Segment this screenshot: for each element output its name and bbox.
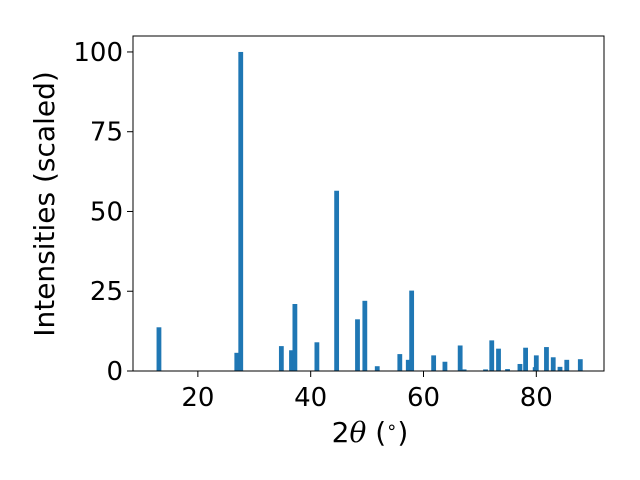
bar xyxy=(544,347,549,371)
bar xyxy=(314,342,320,371)
bar xyxy=(461,369,467,371)
bar xyxy=(505,369,510,371)
bar xyxy=(577,359,583,371)
bar xyxy=(292,304,298,371)
bar xyxy=(489,340,495,371)
bar xyxy=(238,51,244,371)
x-tick-label: 40 xyxy=(294,383,327,413)
y-axis-label: Intensities (scaled) xyxy=(28,71,61,337)
bar xyxy=(278,346,284,371)
bar xyxy=(374,366,380,371)
y-tick-label: 100 xyxy=(73,38,123,68)
bar xyxy=(355,319,360,371)
bar xyxy=(523,347,528,371)
y-tick-label: 75 xyxy=(90,118,123,148)
bar xyxy=(334,190,340,371)
bar xyxy=(289,350,294,371)
x-axis-label-symbol: θ xyxy=(349,416,366,449)
bar xyxy=(483,369,488,371)
x-tick-label: 80 xyxy=(520,383,553,413)
bar xyxy=(442,361,448,371)
y-tick-label: 50 xyxy=(90,197,123,227)
bar xyxy=(156,327,162,371)
x-axis-label: 2θ (∘) xyxy=(332,416,409,449)
bar xyxy=(457,345,463,371)
bar xyxy=(409,290,415,371)
bar xyxy=(496,348,501,371)
bar xyxy=(564,359,570,371)
bar xyxy=(557,366,563,371)
x-axis: 20 40 60 80 xyxy=(181,371,553,413)
x-axis-label-prefix: 2 xyxy=(332,416,350,449)
bar xyxy=(405,359,411,371)
bar xyxy=(517,363,523,371)
plot-frame xyxy=(132,35,605,372)
x-axis-label-open: ( xyxy=(366,416,386,449)
bar xyxy=(362,300,368,371)
y-tick-label: 25 xyxy=(90,277,123,307)
y-axis: 0 25 50 75 100 xyxy=(73,38,133,387)
bar xyxy=(234,352,240,371)
y-tick-label: 0 xyxy=(106,357,123,387)
x-axis-label-unit: ∘ xyxy=(386,417,397,438)
x-tick-label: 60 xyxy=(407,383,440,413)
bars-group xyxy=(156,51,583,371)
x-axis-label-close: ) xyxy=(397,416,408,449)
bar xyxy=(397,354,403,371)
bar xyxy=(533,355,539,371)
bar xyxy=(550,357,556,371)
x-tick-label: 20 xyxy=(181,383,214,413)
bar xyxy=(431,355,437,371)
